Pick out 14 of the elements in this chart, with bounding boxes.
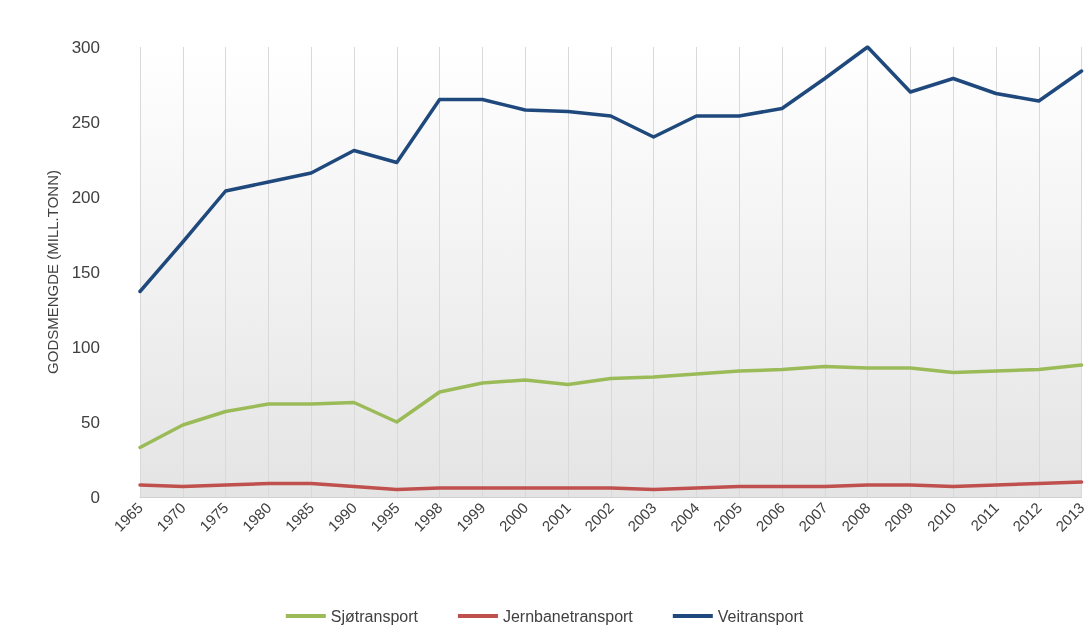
y-tick-label: 150: [71, 262, 100, 282]
y-tick-label: 250: [71, 112, 100, 132]
y-tick-label: 0: [90, 487, 100, 507]
y-tick-label: 300: [71, 37, 100, 57]
y-tick-label: 100: [71, 337, 100, 357]
legend-label: Jernbanetransport: [502, 607, 634, 625]
line-series: [138, 363, 1084, 450]
y-tick-label: 200: [71, 187, 100, 207]
y-tick-label: 50: [81, 412, 100, 432]
y-axis-title: GODSMENGDE (MILL.TONN): [44, 170, 61, 374]
legend-label: Veitransport: [717, 607, 804, 625]
legend-label: Sjøtransport: [330, 607, 419, 625]
line-series: [138, 480, 1084, 492]
line-series: [138, 45, 1084, 294]
